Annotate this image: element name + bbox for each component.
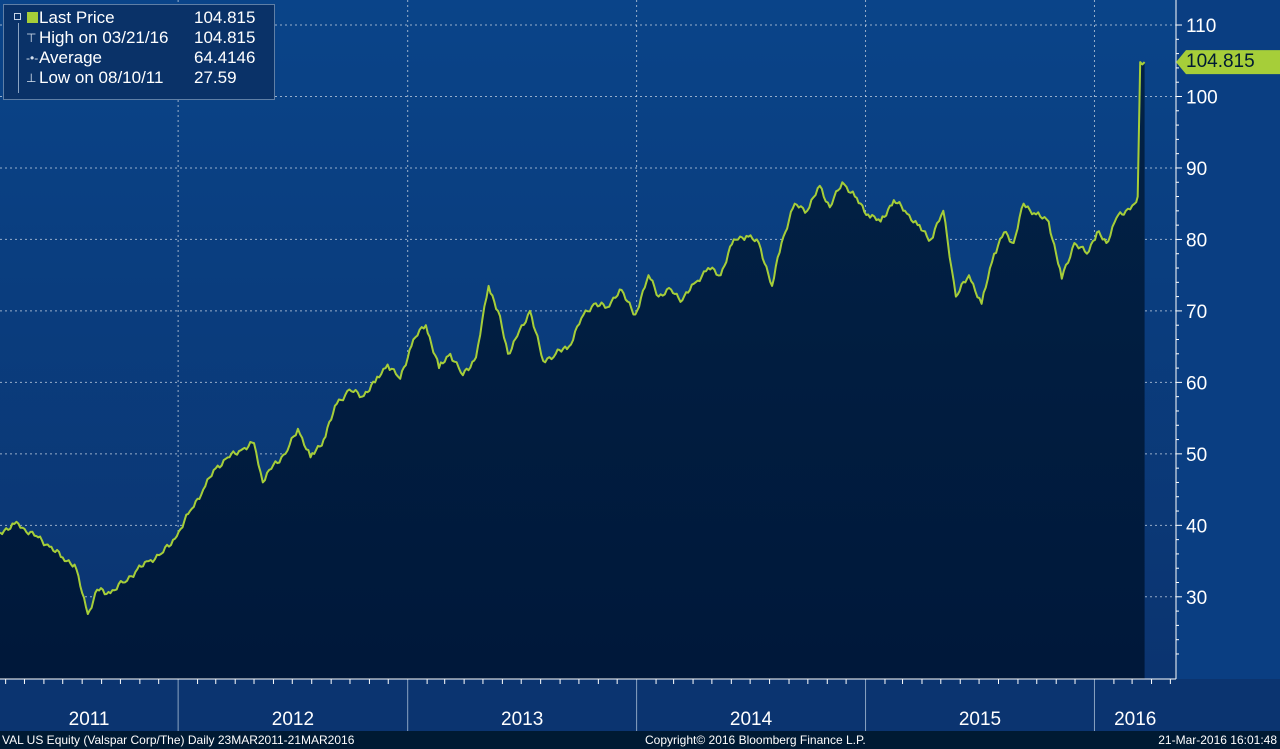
footer-copyright: Copyright© 2016 Bloomberg Finance L.P. — [645, 733, 866, 747]
x-tick-label: 2016 — [1114, 709, 1156, 730]
high-marker-icon: ⊤ — [26, 31, 37, 45]
series-line-last-price — [0, 61, 1146, 615]
last-price-badge — [1176, 50, 1280, 75]
legend-value: 64.4146 — [194, 48, 256, 67]
legend-label: Average — [39, 48, 103, 67]
x-tick-label: 2015 — [959, 709, 1001, 730]
legend-value: 27.59 — [194, 68, 237, 87]
price-area — [0, 62, 1145, 680]
legend-row-high: ⊤ High on 03/21/16 104.815 — [4, 28, 274, 48]
legend-label: Last Price — [39, 8, 115, 27]
x-tick-label: 2011 — [69, 709, 110, 730]
x-tick-label: 2014 — [730, 709, 773, 730]
y-tick-label: 50 — [1186, 445, 1207, 466]
axes: 30 40 50 60 70 80 90 100 110 2011 2012 2013 2014 2015… — [0, 0, 1218, 731]
y-axis-background — [1176, 0, 1280, 679]
legend: Last Price 104.815 ⊤ High on 03/21/16 10… — [3, 4, 275, 100]
legend-label: Low on 08/10/11 — [39, 68, 164, 87]
legend-tree-line — [18, 23, 19, 93]
legend-value: 104.815 — [194, 28, 256, 47]
y-tick-label: 70 — [1186, 302, 1207, 323]
legend-label: High on 03/21/16 — [39, 28, 169, 47]
footer-security-info: VAL US Equity (Valspar Corp/The) Daily 2… — [2, 733, 355, 747]
footer-background — [0, 731, 1280, 749]
x-tick-label: 2013 — [501, 709, 543, 730]
last-price-badge-label: 104.815 — [1186, 51, 1255, 73]
y-tick-label: 40 — [1186, 516, 1207, 537]
average-marker-icon: -•- — [26, 51, 39, 65]
y-tick-label: 30 — [1186, 588, 1207, 609]
y-tick-label: 110 — [1186, 16, 1216, 37]
y-tick-label: 100 — [1186, 87, 1218, 108]
footer-timestamp: 21-Mar-2016 16:01:48 — [1158, 733, 1277, 747]
legend-row-last-price: Last Price 104.815 — [4, 8, 274, 28]
x-axis-background — [0, 679, 1280, 731]
x-tick-label: 2012 — [272, 709, 314, 730]
y-tick-label: 90 — [1186, 159, 1207, 180]
legend-value: 104.815 — [194, 8, 256, 27]
legend-row-low: ⊥ Low on 08/10/11 27.59 — [4, 68, 274, 88]
low-marker-icon: ⊥ — [26, 71, 37, 85]
series-color-swatch — [27, 12, 38, 23]
collapse-icon[interactable] — [14, 13, 21, 20]
legend-row-average: -•- Average 64.4146 — [4, 48, 274, 68]
y-tick-label: 60 — [1186, 373, 1207, 394]
y-tick-label: 80 — [1186, 230, 1207, 251]
